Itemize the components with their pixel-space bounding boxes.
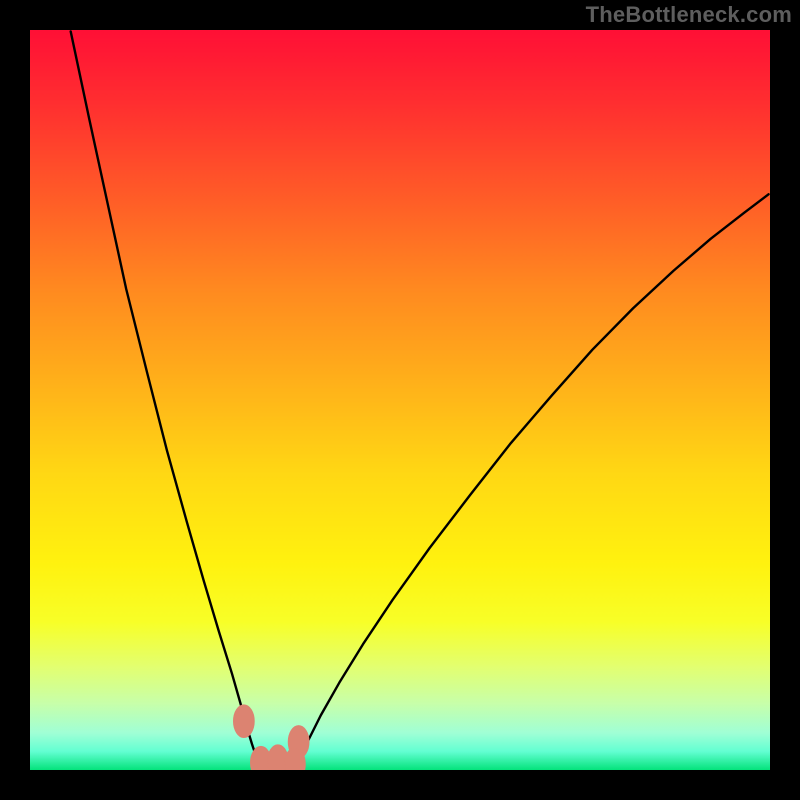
curve-right-branch — [296, 194, 768, 763]
outer-frame: TheBottleneck.com — [0, 0, 800, 800]
curve-left-branch — [71, 31, 260, 763]
plot-area — [30, 30, 770, 770]
watermark-text: TheBottleneck.com — [586, 2, 792, 28]
curve-overlay — [30, 30, 770, 770]
bottom-marker-group — [234, 705, 309, 770]
bottom-marker — [234, 705, 255, 738]
